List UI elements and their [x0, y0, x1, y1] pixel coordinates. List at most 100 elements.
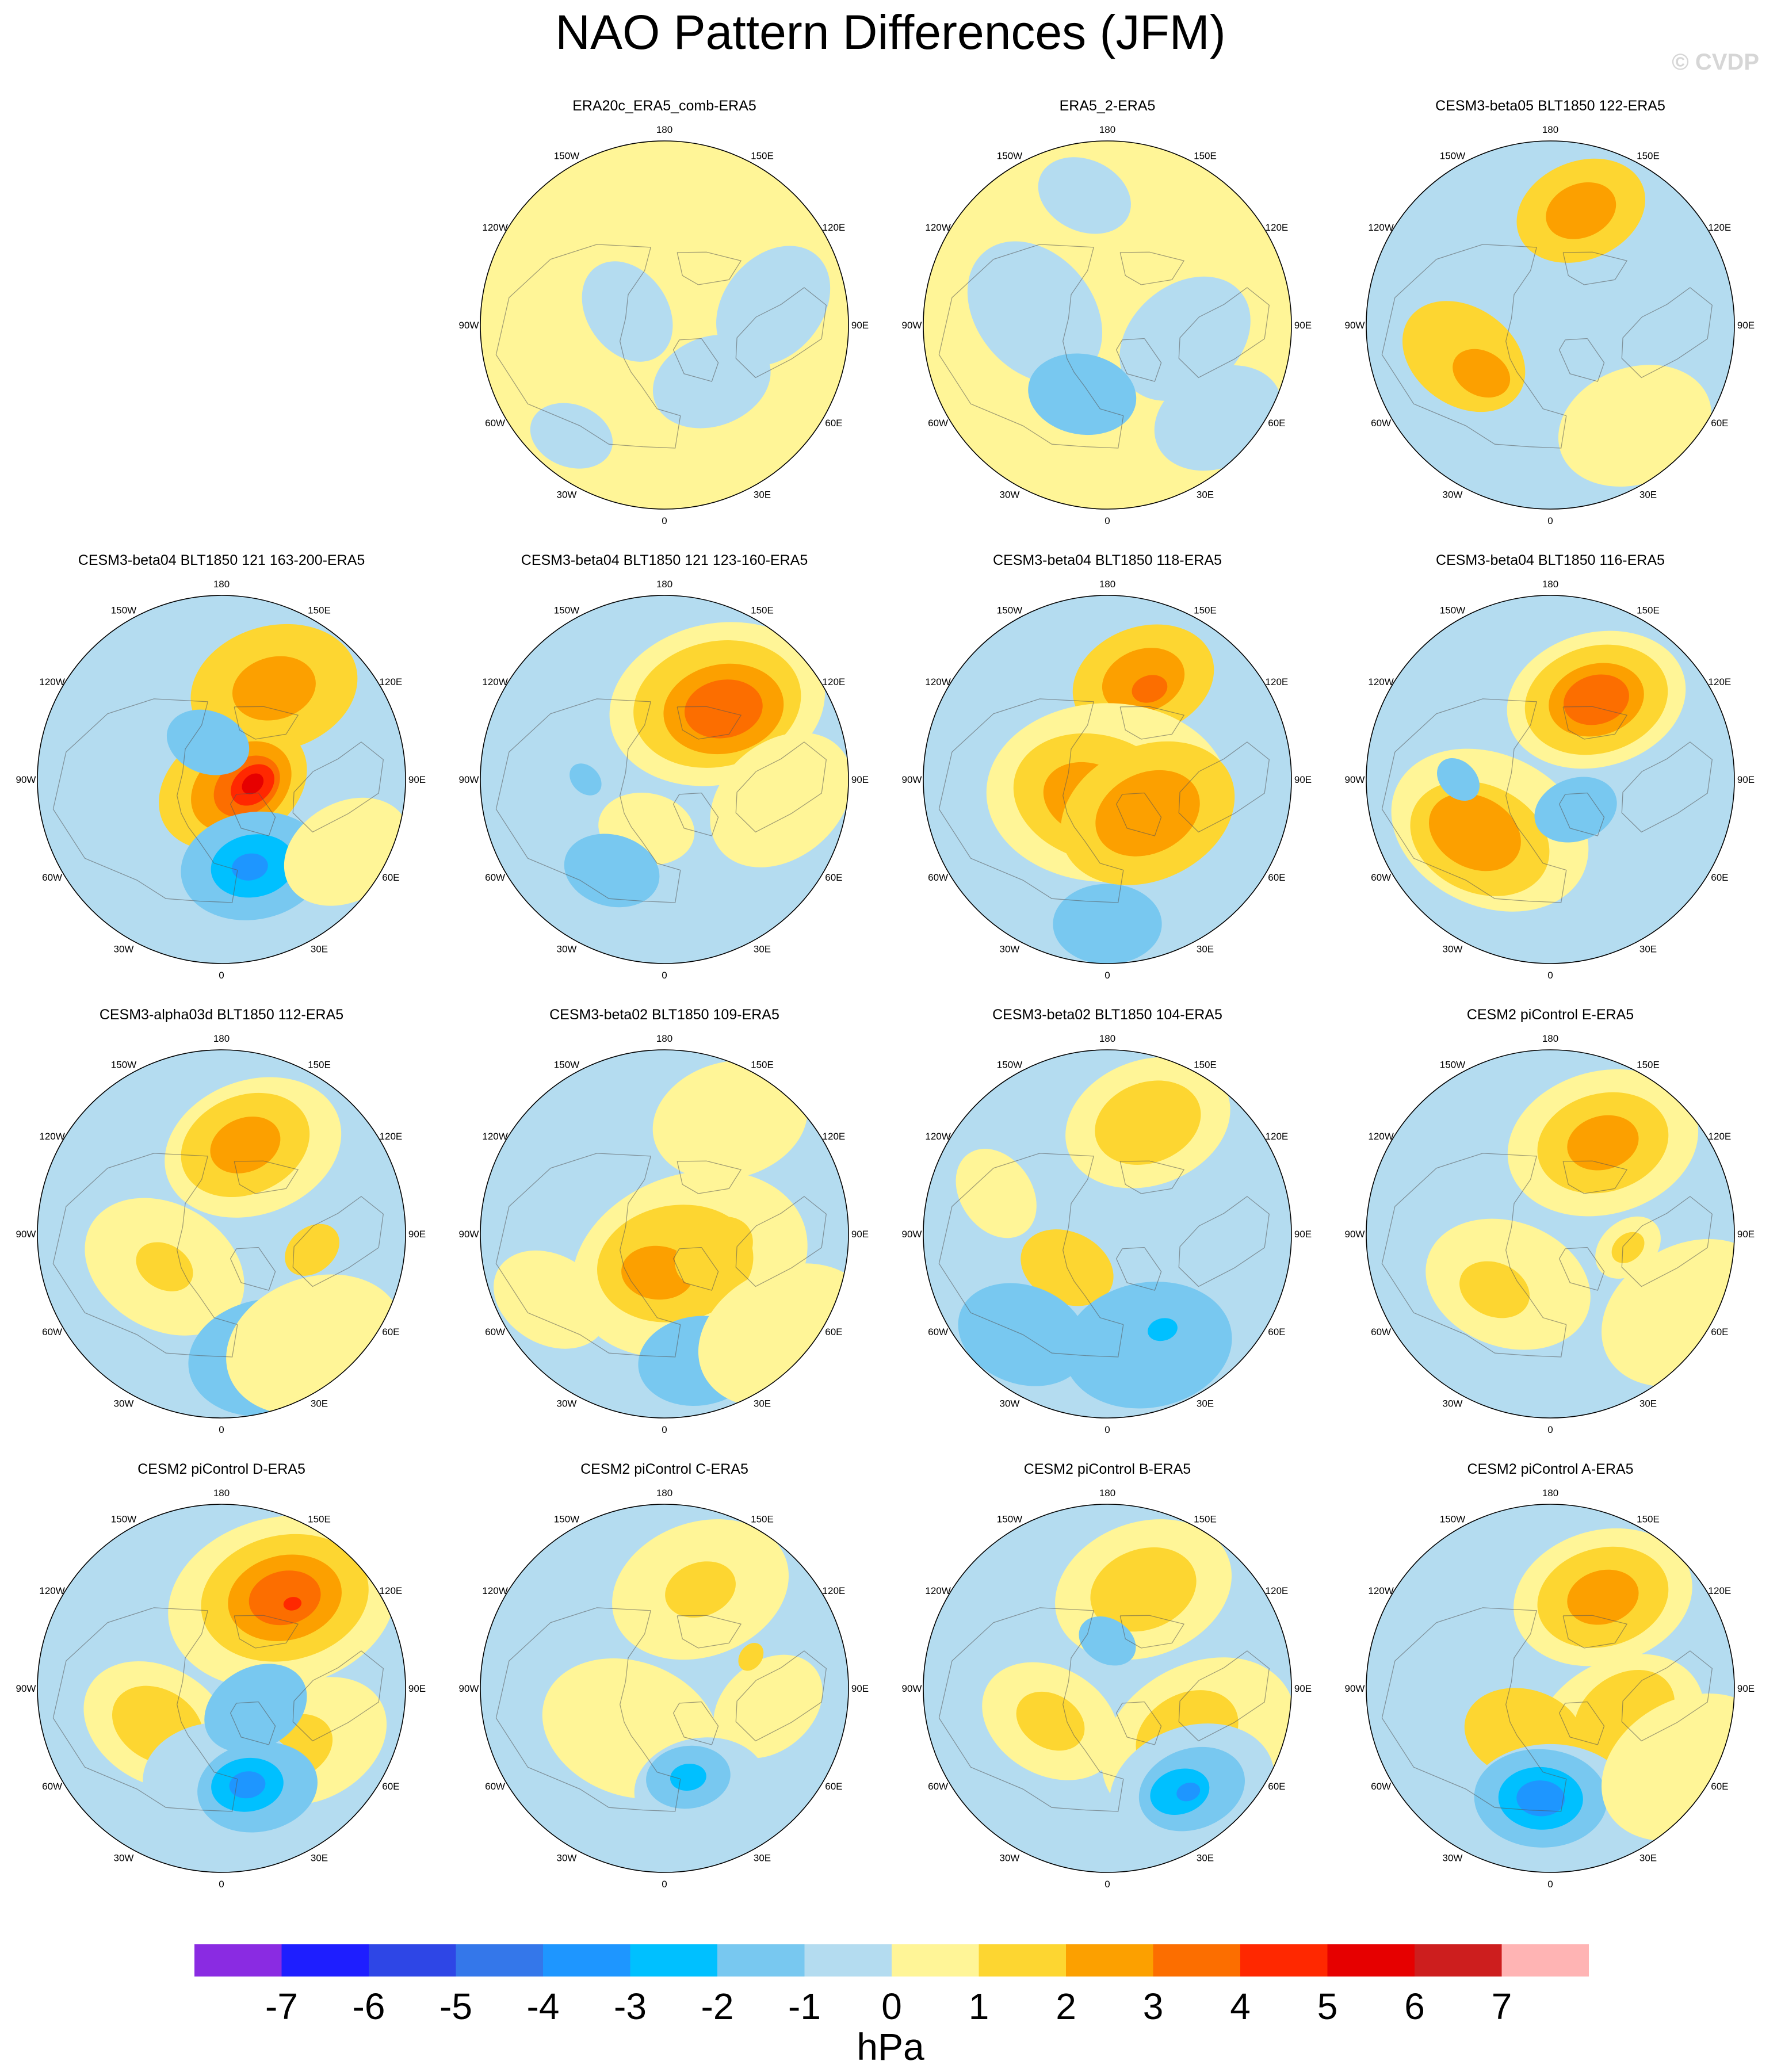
- map-panel: CESM2 piControl C-ERA5 180 150E 120E 90E 60E 3…: [443, 1461, 886, 1916]
- longitude-label: 120W: [1368, 676, 1393, 687]
- contour-region: [670, 1764, 706, 1791]
- map-panel: CESM3-beta02 BLT1850 104-ERA5 180 150E 120E…: [886, 1007, 1329, 1461]
- longitude-label: 150E: [308, 1060, 331, 1071]
- longitude-label: 30E: [1197, 1398, 1214, 1409]
- contour-region: [1079, 1616, 1136, 1666]
- longitude-label: 180: [1542, 579, 1558, 590]
- contour-region: [1564, 674, 1629, 725]
- contour-region: [1567, 1569, 1639, 1625]
- contour-region: [956, 1149, 1037, 1238]
- longitude-label: 60E: [382, 1326, 399, 1337]
- map-panel: CESM3-beta04 BLT1850 116-ERA5 180 150E 120E…: [1329, 552, 1772, 1007]
- longitude-label: 90W: [459, 774, 479, 785]
- longitude-label: 150W: [111, 1060, 136, 1071]
- colorbar-tick-label: 2: [1056, 1986, 1076, 2027]
- longitude-label: 60E: [382, 872, 399, 883]
- map-panel: CESM3-beta05 BLT1850 122-ERA5 180 150E 120E…: [1329, 98, 1772, 552]
- polar-map: 180 150E 120E 90E 60E 30E 0 30W 60W 90W 120W 150W: [459, 579, 869, 981]
- coastlines: [1381, 1153, 1713, 1358]
- longitude-label: 90E: [851, 1229, 869, 1240]
- contour-region: [1534, 777, 1617, 843]
- longitude-label: 150E: [1194, 151, 1217, 162]
- longitude-label: 120W: [925, 1131, 950, 1142]
- longitude-label: 60E: [825, 872, 842, 883]
- polar-map: 180 150E 120E 90E 60E 30E 0 30W 60W 90W 120W 150W: [16, 1033, 426, 1435]
- longitude-label: 0: [1104, 515, 1110, 526]
- colorbar-tick-label: 6: [1404, 1986, 1425, 2027]
- longitude-label: 90E: [1294, 320, 1312, 331]
- contour-region: [738, 1643, 764, 1671]
- longitude-label: 90W: [1345, 774, 1365, 785]
- longitude-label: 180: [213, 579, 230, 590]
- longitude-label: 60E: [1268, 1326, 1285, 1337]
- panel-title: CESM2 piControl B-ERA5: [1023, 1461, 1191, 1477]
- longitude-label: 60E: [1268, 418, 1285, 429]
- longitude-label: 60E: [382, 1781, 399, 1792]
- longitude-label: 150W: [554, 1514, 579, 1525]
- colorbar-swatch: [369, 1944, 456, 1977]
- longitude-label: 150W: [997, 1060, 1022, 1071]
- longitude-label: 90W: [16, 1683, 36, 1694]
- longitude-label: 150W: [111, 1514, 136, 1525]
- longitude-label: 120W: [39, 1585, 64, 1596]
- coastline: [1178, 287, 1270, 379]
- coastlines: [495, 1607, 827, 1812]
- contour-region: [1567, 1115, 1639, 1171]
- longitude-label: 30E: [311, 1852, 328, 1863]
- contour-region: [675, 1216, 753, 1287]
- colorbar-swatch: [717, 1944, 805, 1977]
- longitude-label: 0: [1547, 970, 1553, 981]
- map-panel: CESM3-beta04 BLT1850 118-ERA5 180 150E 120E…: [886, 552, 1329, 1007]
- polar-map: 180 150E 120E 90E 60E 30E 0 30W 60W 90W 120W 150W: [1345, 579, 1755, 981]
- coastline: [1381, 1607, 1567, 1812]
- longitude-label: 90E: [1294, 1683, 1312, 1694]
- longitude-label: 180: [1542, 124, 1558, 135]
- coastline: [1119, 706, 1185, 740]
- longitude-label: 150E: [308, 605, 331, 616]
- panel-title: CESM3-beta02 BLT1850 109-ERA5: [549, 1007, 779, 1023]
- colorbar-tick-label: 5: [1317, 1986, 1338, 2027]
- longitude-label: 150E: [1194, 605, 1217, 616]
- longitude-label: 30W: [1000, 489, 1020, 500]
- longitude-label: 180: [656, 579, 672, 590]
- longitude-label: 30E: [754, 943, 771, 954]
- coastlines: [938, 698, 1270, 903]
- longitude-label: 0: [219, 970, 224, 981]
- coastline: [292, 1650, 384, 1742]
- longitude-label: 120E: [1266, 1131, 1289, 1142]
- map-panel: CESM3-beta04 BLT1850 121 123-160-ERA5 180…: [443, 552, 886, 1007]
- longitude-label: 90W: [902, 320, 922, 331]
- polar-map: 180 150E 120E 90E 60E 30E 0 30W 60W 90W 120W 150W: [902, 1033, 1312, 1435]
- contour-region: [1132, 675, 1168, 703]
- coastline: [230, 1247, 276, 1291]
- longitude-label: 60W: [928, 418, 948, 429]
- longitude-label: 180: [1099, 1488, 1115, 1498]
- longitude-label: 150W: [997, 151, 1022, 162]
- longitude-label: 180: [1099, 579, 1115, 590]
- longitude-label: 90W: [902, 774, 922, 785]
- longitude-label: 120E: [1709, 1131, 1732, 1142]
- longitude-label: 60E: [825, 1781, 842, 1792]
- coastlines: [52, 1153, 384, 1358]
- longitude-label: 0: [662, 515, 667, 526]
- longitude-label: 120W: [1368, 1131, 1393, 1142]
- contour-region: [564, 834, 660, 908]
- coastline: [52, 1607, 238, 1812]
- longitude-label: 0: [1547, 1424, 1553, 1435]
- longitude-label: 150W: [997, 605, 1022, 616]
- coastline: [292, 741, 384, 833]
- colorbar-swatch: [543, 1944, 630, 1977]
- panel-title: CESM3-beta04 BLT1850 121 163-200-ERA5: [78, 552, 365, 568]
- contour-region: [710, 732, 849, 867]
- longitude-label: 30E: [754, 489, 771, 500]
- contour-region: [136, 1242, 193, 1291]
- longitude-label: 0: [219, 1879, 224, 1890]
- longitude-label: 150W: [997, 1514, 1022, 1525]
- longitude-label: 60W: [928, 872, 948, 883]
- longitude-label: 0: [1104, 970, 1110, 981]
- colorbar-swatch: [1066, 1944, 1153, 1977]
- longitude-label: 90E: [408, 1683, 426, 1694]
- longitude-label: 120W: [482, 1131, 507, 1142]
- longitude-label: 120E: [1266, 222, 1289, 233]
- longitude-label: 120E: [380, 1585, 403, 1596]
